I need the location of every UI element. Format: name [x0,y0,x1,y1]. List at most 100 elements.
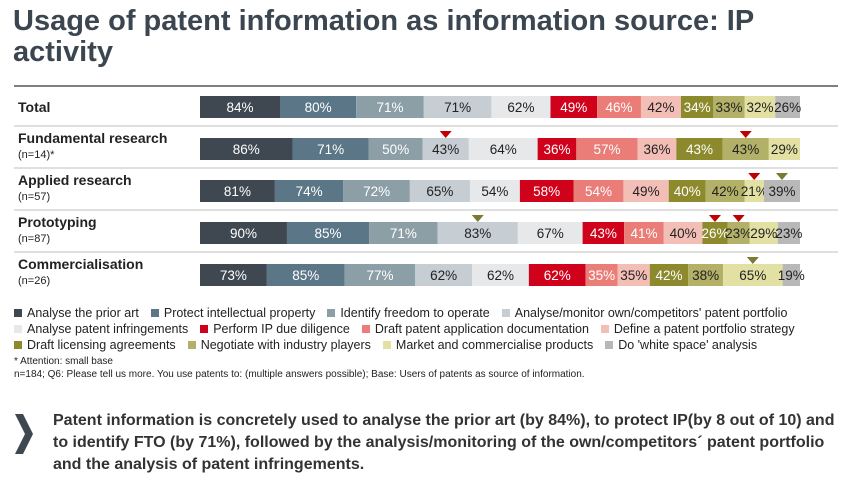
bar-segment [200,264,267,286]
data-label: 58% [533,184,560,199]
significance-marker [739,131,752,138]
data-label: 42% [647,100,674,115]
data-label: 54% [481,184,508,199]
legend-swatch [150,309,159,317]
legend-item: Negotiate with industry players [187,337,371,353]
stacked-bar-chart: Total 84% 80% 71% 71% 62% 49% 46% 42% 34% 33% 32% 26… [14,85,838,287]
bar-segment [356,96,424,118]
data-label: 65% [426,184,453,199]
bar-segment [713,96,745,118]
chevron-right-icon [15,414,33,454]
legend-label: Negotiate with industry players [200,338,371,352]
source-note: n=184; Q6: Please tell us more. You use … [14,369,585,380]
data-label: 36% [643,142,670,157]
bar-segment [668,180,706,202]
data-label: 34% [684,100,711,115]
data-label: 86% [233,142,260,157]
data-label: 43% [732,142,759,157]
data-label: 43% [432,142,459,157]
attention-note: * Attention: small base [14,356,113,367]
bar-segment [266,264,345,286]
legend-item: Protect intellectual property [150,305,316,321]
bar-segment [517,222,583,244]
bar-segment [585,264,618,286]
data-label: 32% [746,100,773,115]
bar-segment [344,264,416,286]
data-label: 71% [390,226,417,241]
legend-swatch [382,341,391,349]
legend-swatch [501,309,510,317]
bar-segment [617,264,650,286]
significance-marker [708,215,721,222]
bar-segment [637,138,677,160]
legend-swatch [361,325,370,333]
bar-segment [200,222,287,244]
data-label: 90% [230,226,257,241]
data-label: 85% [315,226,342,241]
bar-segment [200,180,275,202]
data-label: 40% [674,184,701,199]
data-label: 74% [296,184,323,199]
row-label: Fundamental research [18,130,167,146]
data-label: 80% [305,100,332,115]
legend-label: Protect intellectual property [163,306,316,320]
bar-segment [422,138,469,160]
bar-segment [550,96,598,118]
data-label: 35% [588,268,615,283]
bar-segment [727,222,750,244]
significance-marker [775,173,788,180]
data-label: 71% [444,100,471,115]
legend-label: Perform IP due diligence [213,322,350,336]
bar-segment [468,138,538,160]
row-sample-size: (n=57) [18,191,50,203]
data-label: 23% [775,226,802,241]
data-label: 39% [768,184,795,199]
bar-segment [640,96,681,118]
legend-row: Analyse the prior art Protect intellectua… [14,305,849,321]
legend-swatch [327,309,336,317]
chart-legend: Analyse the prior art Protect intellectua… [14,305,849,353]
legend-label: Identify freedom to operate [340,306,490,320]
row-label: Applied research [18,172,132,188]
data-label: 71% [376,100,403,115]
legend-row: Draft licensing agreements Negotiate with… [14,337,849,353]
bar-segment [491,96,551,118]
legend-swatch [605,341,614,349]
data-label: 57% [593,142,620,157]
legend-label: Draft licensing agreements [27,338,176,352]
bar-segment [200,96,280,118]
data-label: 54% [585,184,612,199]
bar-segment [423,96,492,118]
data-label: 43% [590,226,617,241]
data-label: 64% [490,142,517,157]
data-label: 83% [464,226,491,241]
bar-segment [528,264,586,286]
bar-segment [200,138,293,160]
significance-marker [748,173,761,180]
data-label: 67% [537,226,564,241]
legend-item: Draft licensing agreements [14,337,176,353]
bar-segment [775,96,800,118]
row-label: Total [18,99,50,115]
legend-item: Define a patent portfolio strategy [600,321,795,337]
data-label: 41% [630,226,657,241]
bar-segment [280,96,357,118]
conclusion-text: Patent information is concretely used to… [53,412,835,473]
legend-label: Analyse patent infringements [27,322,189,336]
legend-label: Draft patent application documentation [374,322,589,336]
data-label: 23% [725,226,752,241]
legend-row: Analyse patent infringements Perform IP d… [14,321,849,337]
data-label: 49% [633,184,660,199]
legend-swatch [14,341,22,349]
bar-segment [573,180,624,202]
bar-segment [286,222,370,244]
bar-segment [744,96,776,118]
bar-segment [705,180,745,202]
bar-segment [680,96,714,118]
chart-title: Usage of patent information as informati… [13,5,754,68]
legend-item: Analyse the prior art [14,305,139,321]
bar-segment [702,222,728,244]
row-label: Prototyping [18,214,97,230]
bar-segment [624,222,664,244]
data-label: 49% [560,100,587,115]
